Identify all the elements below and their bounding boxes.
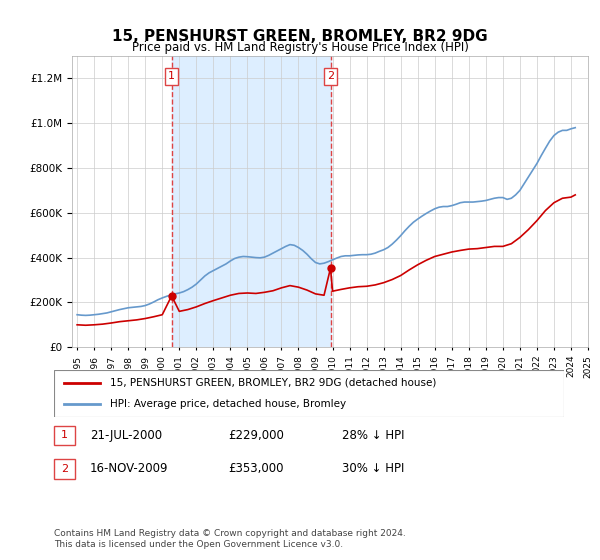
Text: 15, PENSHURST GREEN, BROMLEY, BR2 9DG (detached house): 15, PENSHURST GREEN, BROMLEY, BR2 9DG (d…: [110, 378, 436, 388]
Bar: [172, 56, 331, 347]
Text: 2: 2: [61, 464, 68, 474]
Text: Contains HM Land Registry data © Crown copyright and database right 2024.
This d: Contains HM Land Registry data © Crown c…: [54, 529, 406, 549]
Text: 15, PENSHURST GREEN, BROMLEY, BR2 9DG: 15, PENSHURST GREEN, BROMLEY, BR2 9DG: [112, 29, 488, 44]
Text: 1: 1: [61, 431, 68, 440]
Text: 30% ↓ HPI: 30% ↓ HPI: [342, 462, 404, 475]
Text: 28% ↓ HPI: 28% ↓ HPI: [342, 428, 404, 442]
Text: 16-NOV-2009: 16-NOV-2009: [90, 462, 169, 475]
Text: 2: 2: [327, 71, 334, 81]
Text: £229,000: £229,000: [228, 428, 284, 442]
Text: Price paid vs. HM Land Registry's House Price Index (HPI): Price paid vs. HM Land Registry's House …: [131, 41, 469, 54]
Text: HPI: Average price, detached house, Bromley: HPI: Average price, detached house, Brom…: [110, 399, 346, 409]
Text: 1: 1: [168, 71, 175, 81]
Text: £353,000: £353,000: [228, 462, 284, 475]
Text: 21-JUL-2000: 21-JUL-2000: [90, 428, 162, 442]
FancyBboxPatch shape: [54, 370, 564, 417]
